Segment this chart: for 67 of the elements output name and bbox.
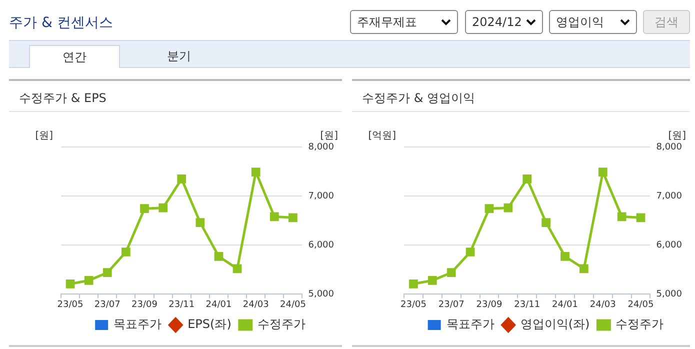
- point: [466, 248, 475, 256]
- text: 2024/12: [472, 15, 522, 29]
- point: [214, 252, 224, 261]
- point: [140, 204, 149, 214]
- point: [288, 213, 298, 222]
- text: 연간: [29, 45, 120, 68]
- x-tick-label: 24/01: [552, 300, 578, 310]
- x-tick-label: 23/07: [438, 300, 464, 310]
- point: [598, 168, 608, 176]
- point: [122, 248, 130, 256]
- y2-tick-label: 5,000: [308, 290, 334, 300]
- y2-tick-label: 7,000: [656, 191, 682, 202]
- chart-title: 수정주가 & 영업이익: [362, 90, 475, 107]
- x-tick-label: 24/03: [590, 300, 616, 310]
- text: 영업이익: [556, 14, 604, 30]
- x-tick-label: 23/09: [476, 300, 502, 310]
- x-tick-label: 24/01: [206, 300, 232, 310]
- y2-tick-label: 5,000: [656, 290, 682, 300]
- point: [636, 213, 646, 222]
- text: 분기: [166, 48, 192, 65]
- point: [196, 218, 205, 227]
- point: [409, 279, 418, 288]
- point: [158, 203, 168, 212]
- y2-tick-label: 6,000: [308, 240, 334, 250]
- point: [580, 264, 588, 274]
- text: 검색: [643, 10, 690, 34]
- x-tick-label: 23/07: [94, 300, 120, 310]
- y2-tick-label: 6,000: [656, 240, 682, 250]
- point: [617, 212, 626, 222]
- legend-label: 영업이익(좌): [520, 317, 590, 332]
- legend-label: 목표주가: [446, 317, 494, 332]
- point: [542, 218, 550, 227]
- x-tick-label: 23/05: [57, 300, 84, 310]
- point: [270, 212, 279, 222]
- y2-axis-title: [원]: [668, 130, 686, 142]
- y-axis-title: [억원]: [368, 130, 396, 142]
- legend-label: 목표주가: [114, 317, 162, 332]
- text: 주재무제표: [357, 14, 417, 30]
- point: [102, 268, 112, 278]
- point: [446, 268, 456, 278]
- point: [428, 276, 437, 285]
- legend-label: 수정주가: [257, 317, 306, 332]
- y-axis-title: [원]: [35, 130, 54, 142]
- x-tick-label: 24/05: [628, 300, 654, 310]
- point: [560, 252, 570, 261]
- x-tick-label: 23/11: [514, 300, 540, 310]
- chart-title: 수정주가 & EPS: [19, 90, 106, 107]
- point: [522, 174, 532, 184]
- y2-tick-label: 8,000: [308, 142, 334, 152]
- point: [66, 279, 75, 288]
- point: [251, 168, 260, 176]
- point: [84, 276, 94, 285]
- point: [504, 203, 513, 212]
- point: [232, 264, 242, 274]
- y2-axis-title: [원]: [320, 130, 338, 142]
- y2-tick-label: 8,000: [656, 142, 682, 152]
- x-tick-label: 23/11: [168, 300, 195, 310]
- x-tick-label: 23/09: [132, 300, 158, 310]
- y2-tick-label: 7,000: [308, 191, 334, 202]
- point: [177, 174, 186, 184]
- text: 주가 & 컨센서스: [9, 14, 113, 32]
- x-tick-label: 23/05: [400, 300, 426, 310]
- x-tick-label: 24/05: [280, 300, 306, 310]
- legend-label: 수정주가: [616, 317, 664, 332]
- x-tick-label: 24/03: [242, 300, 269, 310]
- point: [484, 204, 494, 214]
- legend-label: EPS(좌): [188, 317, 232, 332]
